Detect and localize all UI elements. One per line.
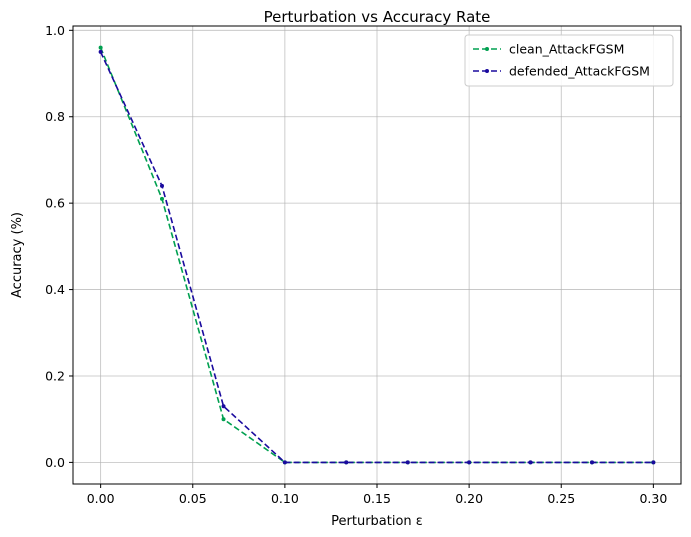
x-tick-label: 0.30	[639, 491, 667, 506]
x-tick-label: 0.25	[547, 491, 575, 506]
legend: clean_AttackFGSM defended_AttackFGSM	[464, 34, 674, 87]
data-point	[221, 404, 226, 409]
data-point	[344, 460, 349, 465]
data-point	[159, 183, 164, 188]
data-point	[98, 45, 103, 50]
y-tick-label: 1.0	[45, 23, 65, 38]
legend-box	[464, 34, 674, 87]
data-point	[282, 460, 287, 465]
series-line-2	[99, 51, 654, 464]
data-point	[528, 460, 533, 465]
y-tick-label: 0.2	[45, 368, 65, 383]
y-tick-label: 0.0	[45, 455, 65, 470]
y-tick-label: 0.6	[45, 196, 65, 211]
data-point	[98, 49, 103, 54]
x-tick-label: 0.20	[455, 491, 483, 506]
legend-marker	[485, 69, 489, 73]
axis-ticks: 0.00 0.05 0.10 0.15 0.20 0.25 0.30 0.0 0.2 0.4 0.6…	[45, 23, 667, 506]
legend-label: defended_AttackFGSM	[509, 64, 650, 79]
chart-title: Perturbation vs Accuracy Rate	[264, 8, 491, 26]
y-axis-title: Accuracy (%)	[10, 212, 25, 298]
legend-label: clean_AttackFGSM	[509, 42, 624, 57]
y-tick-label: 0.8	[45, 109, 65, 124]
x-tick-label: 0.05	[179, 491, 207, 506]
x-tick-label: 0.10	[271, 491, 299, 506]
data-point	[159, 196, 164, 201]
y-tick-label: 0.4	[45, 282, 65, 297]
x-axis-title: Perturbation ε	[331, 514, 423, 529]
data-point	[405, 460, 410, 465]
data-point	[467, 460, 472, 465]
data-point	[590, 460, 595, 465]
legend-marker	[485, 47, 489, 51]
x-tick-label: 0.15	[363, 491, 391, 506]
grid-lines	[73, 26, 681, 484]
data-point	[651, 460, 656, 465]
data-point	[221, 417, 226, 422]
x-tick-label: 0.00	[87, 491, 115, 506]
series-layer	[98, 45, 656, 465]
